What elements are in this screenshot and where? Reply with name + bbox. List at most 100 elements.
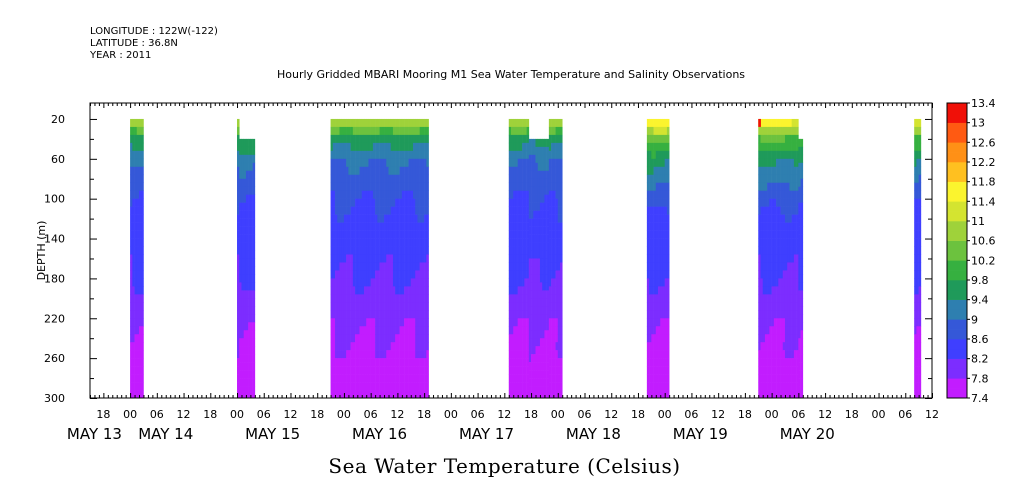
- temperature-cell: [332, 310, 336, 319]
- temperature-cell: [762, 294, 766, 303]
- temperature-cell: [417, 262, 420, 271]
- temperature-cell: [791, 158, 795, 168]
- temperature-cell: [791, 134, 795, 144]
- temperature-cell: [511, 238, 514, 247]
- temperature-cell: [773, 342, 777, 351]
- temperature-cell: [784, 254, 788, 263]
- temperature-cell: [381, 382, 385, 391]
- temperature-cell: [776, 390, 779, 399]
- temperature-cell: [531, 378, 534, 387]
- temperature-cell: [666, 302, 670, 311]
- temperature-cell: [381, 310, 385, 319]
- temperature-cell: [363, 134, 367, 144]
- temperature-cell: [519, 318, 523, 327]
- temperature-cell: [531, 146, 534, 156]
- temperature-cell: [363, 294, 367, 303]
- temperature-cell: [368, 198, 371, 207]
- temperature-cell: [537, 250, 541, 259]
- temperature-cell: [406, 214, 409, 223]
- temperature-cell: [350, 342, 354, 351]
- temperature-cell: [660, 230, 663, 239]
- temperature-cell: [776, 326, 779, 335]
- temperature-cell: [401, 222, 405, 231]
- temperature-cell: [237, 198, 240, 207]
- temperature-cell: [355, 382, 358, 391]
- temperature-cell: [546, 154, 550, 164]
- temperature-cell: [139, 294, 142, 303]
- temperature-cell: [787, 382, 790, 391]
- temperature-cell: [519, 310, 523, 319]
- temperature-cell: [773, 206, 777, 215]
- temperature-cell: [243, 210, 247, 219]
- temperature-cell: [343, 262, 347, 271]
- temperature-cell: [252, 146, 256, 156]
- temperature-cell: [392, 238, 396, 247]
- temperature-cell: [787, 262, 790, 271]
- temperature-cell: [517, 158, 521, 168]
- temperature-cell: [646, 246, 650, 255]
- temperature-cell: [357, 150, 360, 160]
- temperature-cell: [662, 326, 665, 335]
- temperature-cell: [553, 134, 556, 144]
- temperature-cell: [658, 382, 661, 391]
- temperature-cell: [508, 222, 512, 231]
- temperature-cell: [519, 206, 523, 215]
- temperature-cell: [769, 334, 772, 343]
- temperature-cell: [526, 134, 530, 144]
- data-segment: [548, 118, 563, 399]
- temperature-cell: [517, 246, 521, 255]
- temperature-cell: [363, 374, 367, 383]
- temperature-cell: [245, 234, 249, 243]
- temperature-cell: [350, 366, 354, 375]
- temperature-cell: [337, 142, 340, 152]
- temperature-cell: [346, 246, 349, 255]
- temperature-cell: [243, 314, 247, 323]
- temperature-cell: [352, 358, 356, 367]
- temperature-cell: [548, 382, 552, 391]
- temperature-cell: [513, 294, 516, 303]
- temperature-cell: [555, 310, 559, 319]
- temperature-cell: [357, 214, 360, 223]
- temperature-cell: [557, 318, 561, 327]
- temperature-cell: [339, 270, 343, 279]
- temperature-cell: [361, 286, 365, 295]
- temperature-cell: [791, 278, 795, 287]
- temperature-cell: [767, 318, 770, 327]
- temperature-cell: [134, 390, 138, 399]
- temperature-cell: [424, 198, 427, 207]
- temperature-cell: [800, 226, 804, 235]
- temperature-cell: [776, 198, 779, 207]
- temperature-cell: [542, 266, 545, 275]
- temperature-cell: [410, 310, 414, 319]
- temperature-cell: [531, 346, 534, 355]
- temperature-cell: [776, 382, 779, 391]
- temperature-cell: [544, 386, 547, 395]
- colorbar-label: 11.4: [971, 195, 996, 208]
- temperature-cell: [513, 382, 516, 391]
- temperature-cell: [415, 134, 418, 144]
- temperature-cell: [664, 302, 668, 311]
- temperature-cell: [401, 350, 405, 359]
- temperature-cell: [524, 150, 527, 160]
- temperature-cell: [366, 222, 369, 231]
- temperature-cell: [330, 214, 334, 223]
- temperature-cell: [346, 182, 349, 192]
- temperature-cell: [513, 198, 516, 207]
- temperature-cell: [515, 318, 518, 327]
- temperature-cell: [379, 230, 383, 239]
- temperature-cell: [410, 342, 414, 351]
- temperature-cell: [666, 142, 670, 152]
- temperature-cell: [412, 390, 416, 399]
- temperature-cell: [664, 222, 668, 231]
- temperature-cell: [655, 150, 659, 160]
- x-day-label: MAY 18: [566, 425, 621, 443]
- temperature-cell: [357, 134, 360, 144]
- temperature-cell: [519, 350, 523, 359]
- temperature-cell: [239, 394, 242, 399]
- temperature-cell: [519, 238, 523, 247]
- temperature-cell: [773, 390, 777, 399]
- temperature-cell: [778, 166, 781, 176]
- temperature-cell: [798, 146, 801, 156]
- temperature-cell: [798, 170, 801, 180]
- temperature-cell: [798, 210, 801, 219]
